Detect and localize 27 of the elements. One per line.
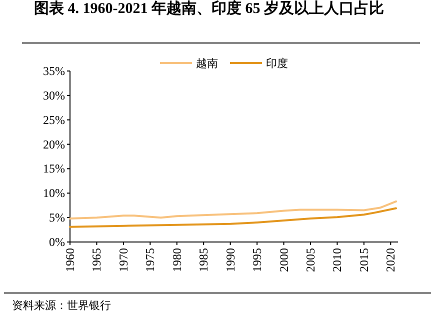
y-tick-label: 15% bbox=[43, 162, 65, 176]
y-tick-label: 5% bbox=[49, 210, 65, 225]
line-series bbox=[69, 207, 397, 228]
line-series bbox=[69, 200, 397, 220]
x-tick-label: 1995 bbox=[250, 248, 264, 272]
y-tick-label: 25% bbox=[43, 112, 65, 127]
x-tick-label: 1985 bbox=[196, 248, 211, 272]
y-tick-label: 35% bbox=[43, 64, 65, 78]
x-tick-label: 1975 bbox=[143, 248, 158, 272]
x-tick-label: 2010 bbox=[330, 248, 344, 272]
x-tick-label: 1960 bbox=[63, 248, 77, 272]
x-tick-label: 2000 bbox=[276, 248, 291, 272]
legend-label: 印度 bbox=[266, 57, 288, 70]
x-tick-label: 2015 bbox=[356, 248, 371, 272]
x-tick-label: 1965 bbox=[90, 248, 104, 272]
y-tick-label: 30% bbox=[43, 88, 65, 102]
x-tick-label: 1980 bbox=[170, 248, 184, 272]
y-tick-label: 10% bbox=[43, 186, 65, 200]
y-tick-label: 0% bbox=[49, 235, 65, 249]
x-tick-label: 1970 bbox=[116, 248, 130, 272]
legend-label: 越南 bbox=[196, 57, 218, 70]
x-tick-label: 2005 bbox=[303, 248, 318, 272]
y-tick-label: 20% bbox=[43, 137, 65, 152]
x-tick-label: 2020 bbox=[384, 248, 398, 272]
chart-title: 图表 4. 1960-2021 年越南、印度 65 岁及以上人口占比 bbox=[34, 0, 385, 19]
x-tick-label: 1990 bbox=[223, 248, 238, 272]
text: 资料来源：世界银行 bbox=[12, 299, 111, 313]
